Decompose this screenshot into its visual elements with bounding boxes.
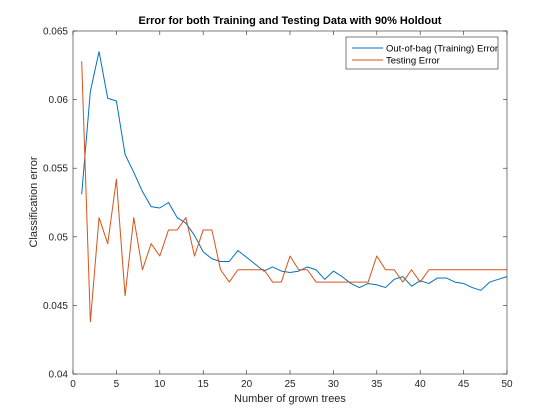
x-tick-label: 50 [501, 379, 513, 390]
y-axis-label: Classification error [28, 156, 40, 247]
y-tick-label: 0.055 [43, 164, 68, 175]
x-tick-label: 25 [284, 379, 296, 390]
x-tick-label: 45 [458, 379, 470, 390]
x-tick-label: 20 [241, 379, 253, 390]
x-tick-label: 35 [371, 379, 383, 390]
x-tick-label: 5 [114, 379, 120, 390]
series-layer [81, 51, 508, 323]
y-tick-label: 0.065 [43, 27, 68, 38]
x-tick-label: 10 [154, 379, 166, 390]
x-axis-label: Number of grown trees [234, 393, 346, 405]
y-tick-label: 0.06 [49, 95, 69, 106]
ticks-layer: 0 5 10 15 20 25 30 35 40 45 50 0.04 0.045 0.05 0.055 0.… [43, 27, 513, 391]
y-tick-label: 0.05 [49, 232, 69, 243]
x-tick-label: 0 [70, 379, 76, 390]
plot-area [73, 31, 507, 374]
series-line-testing [81, 61, 507, 323]
x-tick-label: 30 [328, 379, 340, 390]
y-tick-label: 0.04 [49, 370, 69, 381]
y-tick-label: 0.045 [43, 301, 68, 312]
x-tick-label: 15 [198, 379, 210, 390]
series-line-training [81, 51, 508, 291]
legend-box [345, 36, 499, 70]
legend-label-testing: Testing Error [386, 56, 440, 67]
chart-title: Error for both Training and Testing Data… [139, 15, 442, 27]
legend-label-training: Out-of-bag (Training) Error [386, 44, 498, 55]
legend: Out-of-bag (Training) Error Testing Erro… [345, 36, 499, 70]
x-tick-label: 40 [415, 379, 427, 390]
